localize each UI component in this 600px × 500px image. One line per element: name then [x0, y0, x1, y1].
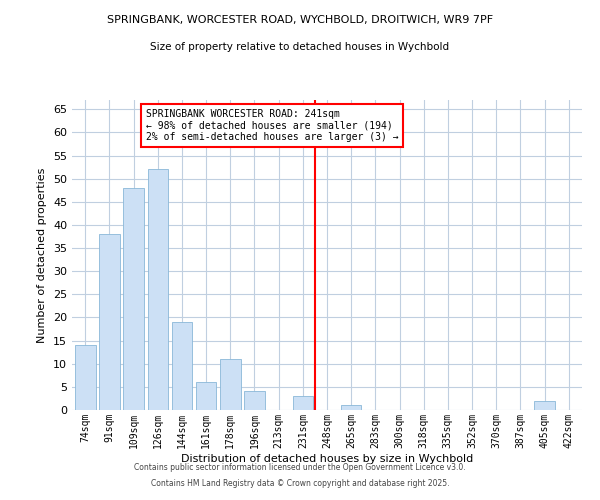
Bar — [293, 396, 313, 410]
Text: Contains public sector information licensed under the Open Government Licence v3: Contains public sector information licen… — [134, 464, 466, 472]
Bar — [99, 234, 120, 410]
Bar — [75, 345, 95, 410]
Bar — [341, 406, 361, 410]
Bar — [534, 400, 555, 410]
Text: SPRINGBANK WORCESTER ROAD: 241sqm
← 98% of detached houses are smaller (194)
2% : SPRINGBANK WORCESTER ROAD: 241sqm ← 98% … — [146, 110, 398, 142]
Bar — [124, 188, 144, 410]
Text: Contains HM Land Registry data © Crown copyright and database right 2025.: Contains HM Land Registry data © Crown c… — [151, 478, 449, 488]
Bar — [196, 382, 217, 410]
Bar — [148, 170, 168, 410]
Bar — [244, 392, 265, 410]
Text: SPRINGBANK, WORCESTER ROAD, WYCHBOLD, DROITWICH, WR9 7PF: SPRINGBANK, WORCESTER ROAD, WYCHBOLD, DR… — [107, 15, 493, 25]
Y-axis label: Number of detached properties: Number of detached properties — [37, 168, 47, 342]
X-axis label: Distribution of detached houses by size in Wychbold: Distribution of detached houses by size … — [181, 454, 473, 464]
Bar — [220, 359, 241, 410]
Bar — [172, 322, 192, 410]
Text: Size of property relative to detached houses in Wychbold: Size of property relative to detached ho… — [151, 42, 449, 52]
